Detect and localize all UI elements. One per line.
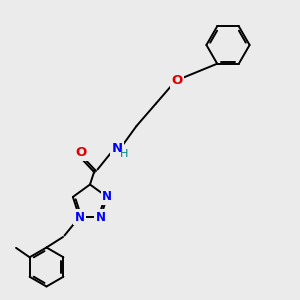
Text: O: O bbox=[75, 146, 87, 160]
Text: N: N bbox=[96, 211, 106, 224]
Text: O: O bbox=[171, 74, 183, 88]
Text: N: N bbox=[102, 190, 112, 203]
Text: N: N bbox=[74, 211, 84, 224]
Text: N: N bbox=[111, 142, 123, 155]
Text: H: H bbox=[119, 149, 128, 159]
